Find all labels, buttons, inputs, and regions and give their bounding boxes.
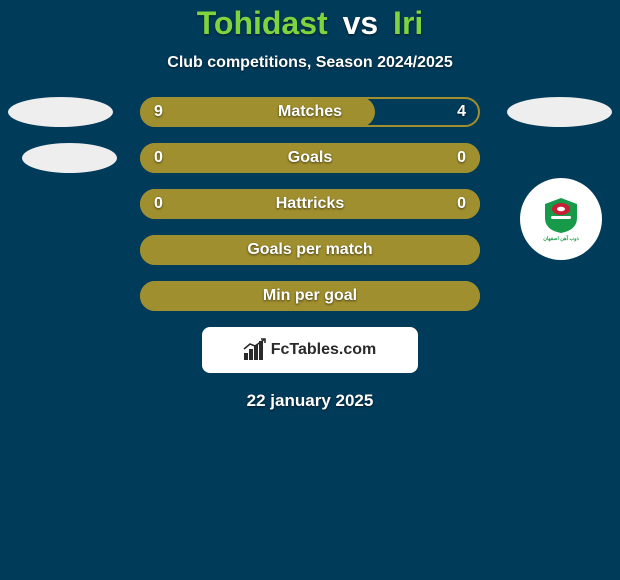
player-1-avatar xyxy=(22,143,117,173)
stat-label: Min per goal xyxy=(140,281,480,311)
player-1-name: Tohidast xyxy=(197,5,328,41)
stat-bar: Goals per match xyxy=(140,235,480,265)
date-label: 22 january 2025 xyxy=(0,391,620,411)
stat-bar: Min per goal xyxy=(140,281,480,311)
crest-graphic: ذوب آهن اصفهان xyxy=(537,195,585,243)
stat-label: Matches xyxy=(140,97,480,127)
club-crest: ذوب آهن اصفهان xyxy=(520,178,602,260)
stat-value-left: 0 xyxy=(154,189,163,219)
page-title: Tohidast vs Iri xyxy=(0,5,620,42)
container: Tohidast vs Iri Club competitions, Seaso… xyxy=(0,0,620,580)
chart-icon xyxy=(244,340,266,360)
player-2-name: Iri xyxy=(393,5,423,41)
stat-value-right: 0 xyxy=(457,143,466,173)
player-2-avatar xyxy=(507,97,612,127)
fctables-badge[interactable]: FcTables.com xyxy=(202,327,418,373)
crest-text: ذوب آهن اصفهان xyxy=(543,236,579,242)
stat-label: Goals xyxy=(140,143,480,173)
vs-label: vs xyxy=(343,5,379,41)
stat-value-right: 4 xyxy=(457,97,466,127)
stat-row: Min per goal xyxy=(0,281,620,311)
badge-text: FcTables.com xyxy=(271,341,377,359)
stat-value-left: 0 xyxy=(154,143,163,173)
stat-value-right: 0 xyxy=(457,189,466,219)
stat-bar: Goals0 0 xyxy=(140,143,480,173)
crest-icon xyxy=(537,196,585,234)
stat-label: Goals per match xyxy=(140,235,480,265)
stat-row: Matches9 4 xyxy=(0,97,620,127)
stat-bar: Hattricks0 0 xyxy=(140,189,480,219)
stat-row: Goals0 0 xyxy=(0,143,620,173)
stat-label: Hattricks xyxy=(140,189,480,219)
player-1-avatar xyxy=(8,97,113,127)
stat-value-left: 9 xyxy=(154,97,163,127)
subtitle: Club competitions, Season 2024/2025 xyxy=(0,54,620,72)
stat-bar: Matches9 4 xyxy=(140,97,480,127)
